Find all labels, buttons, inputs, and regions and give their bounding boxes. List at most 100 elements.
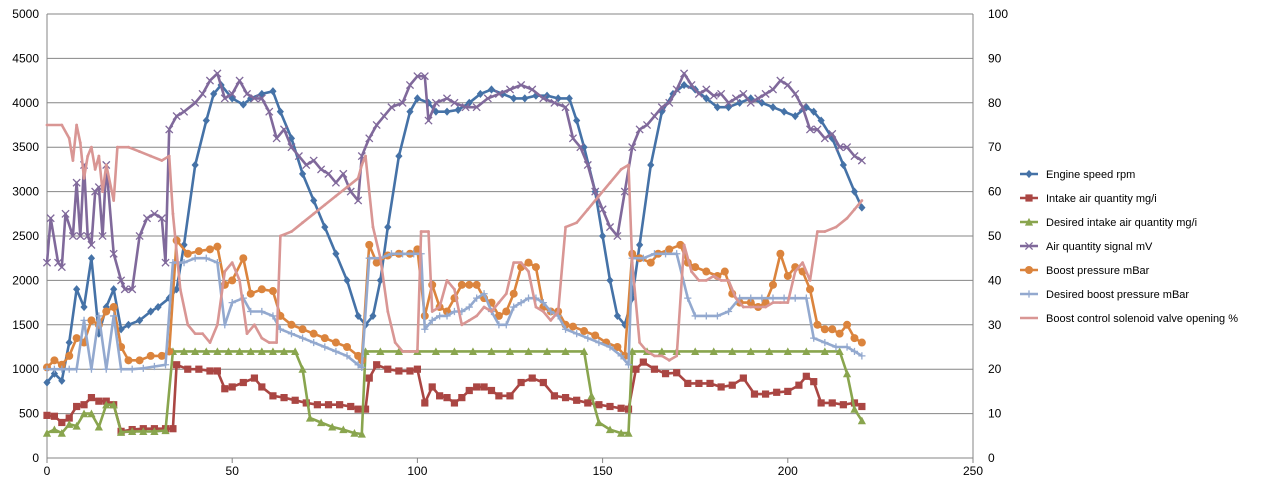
data-point bbox=[717, 89, 726, 98]
data-point bbox=[275, 341, 279, 344]
data-point bbox=[454, 105, 462, 115]
data-point bbox=[98, 231, 107, 241]
data-point bbox=[343, 276, 351, 285]
series-line bbox=[47, 123, 863, 362]
data-point bbox=[239, 254, 248, 263]
data-point bbox=[820, 134, 829, 143]
data-point bbox=[354, 311, 362, 321]
y-tick-label: 3000 bbox=[12, 185, 39, 199]
data-point bbox=[1024, 217, 1034, 226]
data-point bbox=[584, 399, 592, 407]
data-point bbox=[728, 381, 736, 389]
data-point bbox=[542, 347, 552, 356]
data-point bbox=[247, 94, 255, 103]
data-point bbox=[549, 318, 553, 322]
data-point bbox=[776, 76, 785, 85]
data-point bbox=[719, 279, 723, 282]
data-point bbox=[624, 429, 633, 437]
data-point bbox=[465, 280, 474, 289]
data-point bbox=[561, 103, 570, 112]
data-point bbox=[842, 369, 852, 378]
data-point bbox=[756, 305, 760, 309]
data-point bbox=[665, 245, 674, 254]
data-point bbox=[94, 422, 103, 431]
x-tick-label: 100 bbox=[407, 464, 427, 478]
data-point bbox=[67, 136, 71, 140]
data-point bbox=[102, 307, 111, 316]
data-point bbox=[419, 230, 423, 233]
data-point bbox=[320, 334, 329, 343]
y2-tick-label: 20 bbox=[988, 362, 1002, 376]
data-point bbox=[619, 168, 623, 171]
data-point bbox=[205, 245, 214, 254]
data-point bbox=[458, 394, 466, 402]
data-point bbox=[102, 365, 110, 373]
data-point bbox=[480, 290, 488, 298]
data-point bbox=[843, 343, 851, 351]
data-point bbox=[532, 91, 540, 100]
data-point bbox=[506, 392, 514, 400]
data-point bbox=[758, 294, 766, 302]
data-point bbox=[406, 107, 414, 116]
data-point bbox=[857, 156, 866, 165]
data-point bbox=[453, 287, 456, 291]
data-point bbox=[580, 143, 588, 152]
data-point bbox=[483, 94, 492, 103]
data-point bbox=[246, 347, 255, 356]
data-point bbox=[1025, 290, 1033, 298]
data-point bbox=[791, 294, 799, 302]
data-point bbox=[365, 254, 373, 262]
data-point bbox=[95, 397, 103, 405]
data-point bbox=[157, 214, 166, 223]
data-point bbox=[769, 294, 777, 302]
data-point bbox=[104, 163, 108, 167]
data-point bbox=[706, 379, 714, 388]
data-point bbox=[586, 207, 590, 211]
data-point bbox=[58, 365, 66, 373]
data-point bbox=[424, 98, 433, 107]
data-point bbox=[421, 399, 429, 407]
y2-tick-label: 80 bbox=[988, 96, 1002, 110]
data-point bbox=[235, 347, 244, 356]
data-point bbox=[835, 329, 844, 338]
data-point bbox=[116, 428, 126, 436]
y-tick-label: 1500 bbox=[12, 318, 39, 332]
data-point bbox=[473, 383, 481, 391]
data-point bbox=[857, 338, 866, 347]
data-point bbox=[160, 159, 164, 162]
data-point bbox=[115, 145, 119, 149]
data-point bbox=[650, 365, 659, 373]
data-point bbox=[332, 347, 340, 356]
data-point bbox=[676, 240, 685, 249]
data-point bbox=[298, 169, 307, 178]
data-point bbox=[468, 347, 478, 356]
data-point bbox=[128, 365, 136, 373]
data-point bbox=[835, 143, 844, 152]
data-point bbox=[279, 125, 289, 134]
data-point bbox=[136, 316, 144, 325]
data-point bbox=[675, 354, 679, 358]
data-point bbox=[709, 347, 718, 356]
data-point bbox=[510, 303, 518, 311]
data-point bbox=[260, 336, 264, 340]
data-point bbox=[57, 263, 66, 272]
data-point bbox=[802, 347, 811, 356]
data-point bbox=[46, 214, 55, 223]
data-point bbox=[704, 279, 708, 282]
data-point bbox=[239, 378, 247, 387]
data-point bbox=[205, 76, 215, 85]
data-point bbox=[258, 89, 266, 99]
data-point bbox=[853, 207, 856, 211]
data-point bbox=[86, 154, 90, 158]
data-point bbox=[245, 332, 249, 336]
data-point bbox=[650, 250, 659, 258]
data-point bbox=[780, 294, 788, 302]
series-lines bbox=[42, 69, 866, 438]
data-point bbox=[746, 98, 755, 107]
data-point bbox=[50, 425, 59, 434]
data-point bbox=[746, 298, 755, 307]
data-point bbox=[497, 301, 501, 304]
data-point bbox=[684, 294, 692, 302]
data-point bbox=[298, 365, 307, 373]
